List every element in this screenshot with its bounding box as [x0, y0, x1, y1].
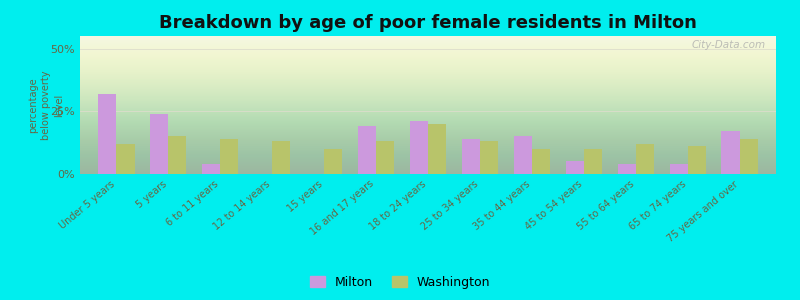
Bar [98, 94, 116, 174]
Bar [722, 131, 740, 174]
Bar [272, 141, 290, 174]
Bar [376, 141, 394, 174]
Bar [358, 126, 376, 174]
Text: City-Data.com: City-Data.com [691, 40, 766, 50]
Bar [636, 144, 654, 174]
Title: Breakdown by age of poor female residents in Milton: Breakdown by age of poor female resident… [159, 14, 697, 32]
Bar [532, 149, 550, 174]
Bar [150, 114, 168, 174]
Bar [220, 139, 238, 174]
Bar [462, 139, 480, 174]
Bar [168, 136, 186, 174]
Legend: Milton, Washington: Milton, Washington [305, 271, 495, 294]
Bar [566, 161, 584, 174]
Bar [688, 146, 706, 174]
Bar [618, 164, 636, 174]
Bar [202, 164, 220, 174]
Bar [584, 149, 602, 174]
Bar [410, 121, 428, 174]
Bar [480, 141, 498, 174]
Bar [116, 144, 134, 174]
Bar [428, 124, 446, 174]
Bar [740, 139, 758, 174]
Bar [324, 149, 342, 174]
Bar [514, 136, 532, 174]
Y-axis label: percentage
below poverty
level: percentage below poverty level [28, 70, 65, 140]
Bar [670, 164, 688, 174]
